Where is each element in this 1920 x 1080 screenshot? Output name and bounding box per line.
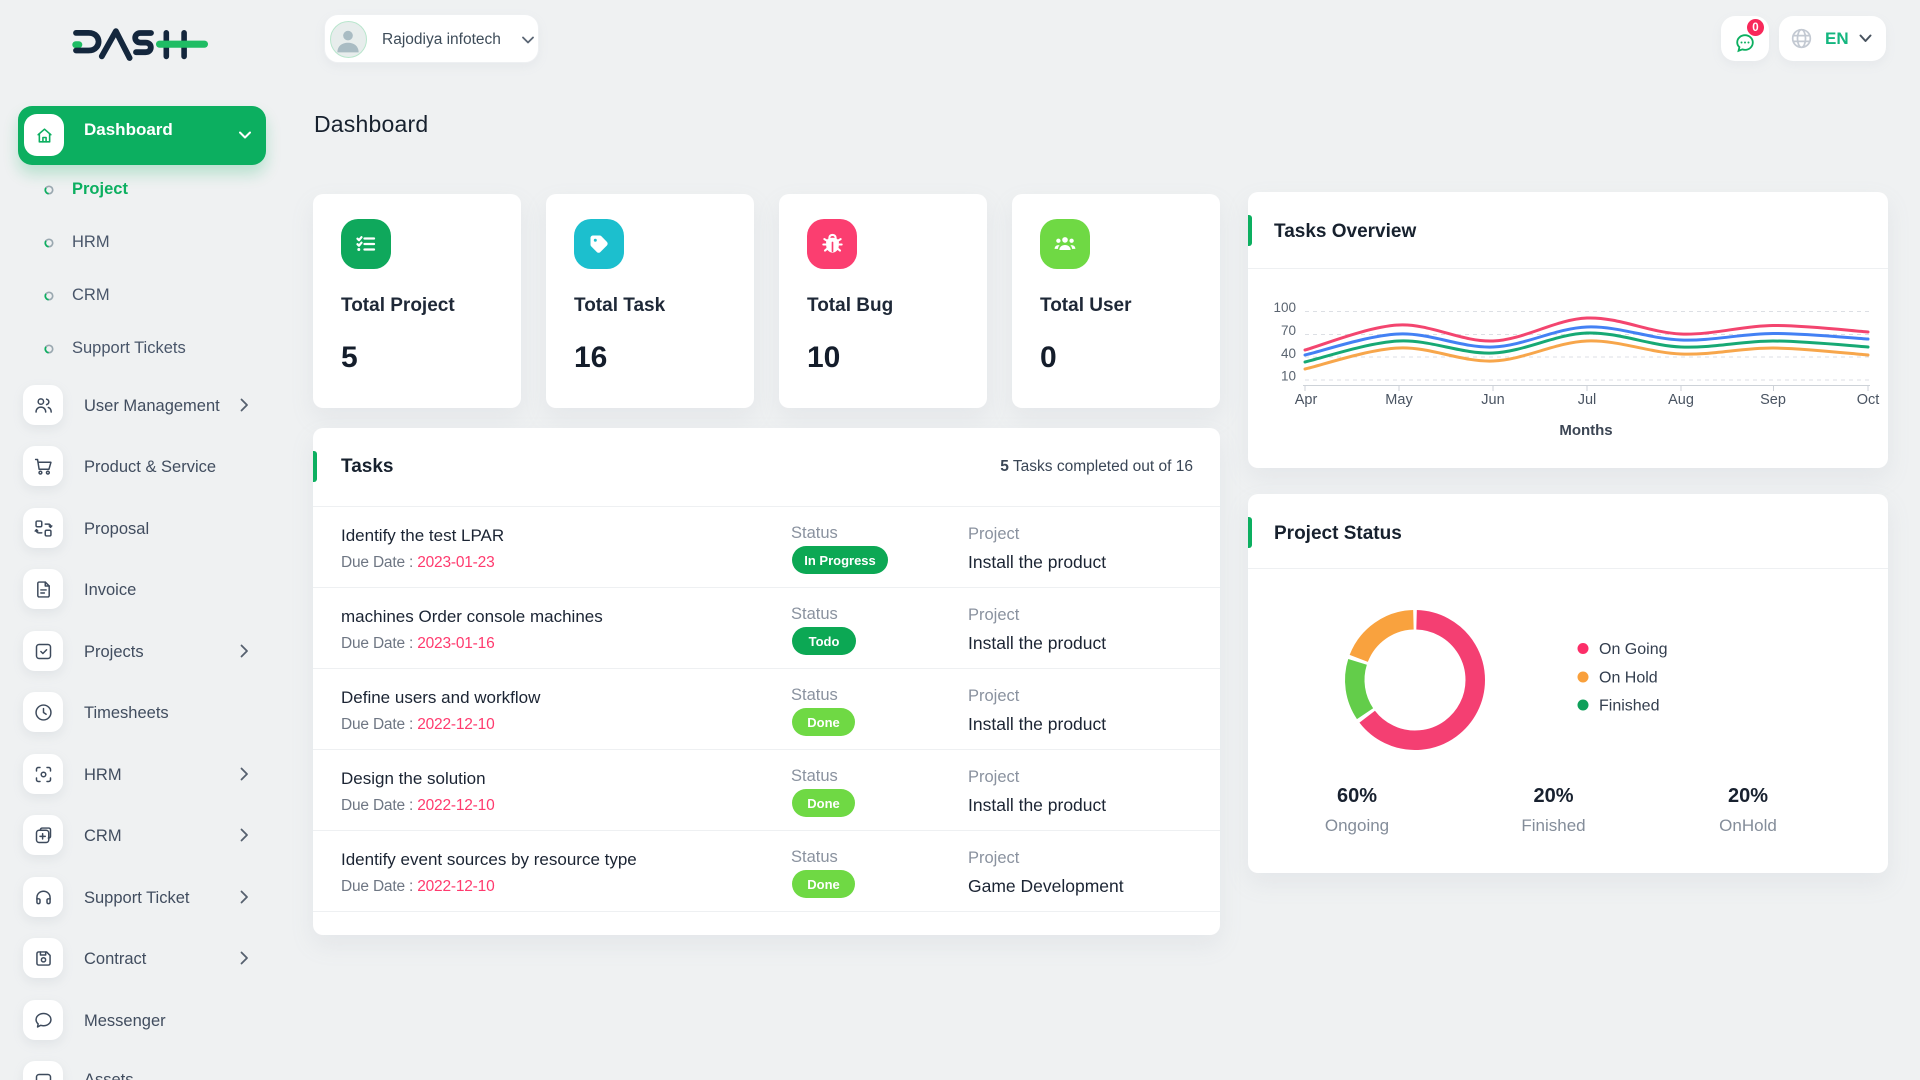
svg-text:Jun: Jun [1481,392,1504,408]
svg-text:Jul: Jul [1578,392,1597,408]
svg-text:40: 40 [1281,346,1296,361]
svg-text:Apr: Apr [1295,392,1318,408]
svg-text:Sep: Sep [1760,392,1786,408]
svg-text:May: May [1385,392,1413,408]
svg-text:Months: Months [1559,422,1612,439]
svg-text:On Hold: On Hold [1599,670,1658,687]
svg-text:10: 10 [1281,369,1296,384]
svg-text:On Going: On Going [1599,641,1667,658]
svg-text:Oct: Oct [1857,392,1880,408]
svg-text:Aug: Aug [1668,392,1694,408]
svg-text:70: 70 [1281,323,1296,338]
svg-text:Finished: Finished [1599,698,1659,715]
svg-text:100: 100 [1273,300,1296,315]
